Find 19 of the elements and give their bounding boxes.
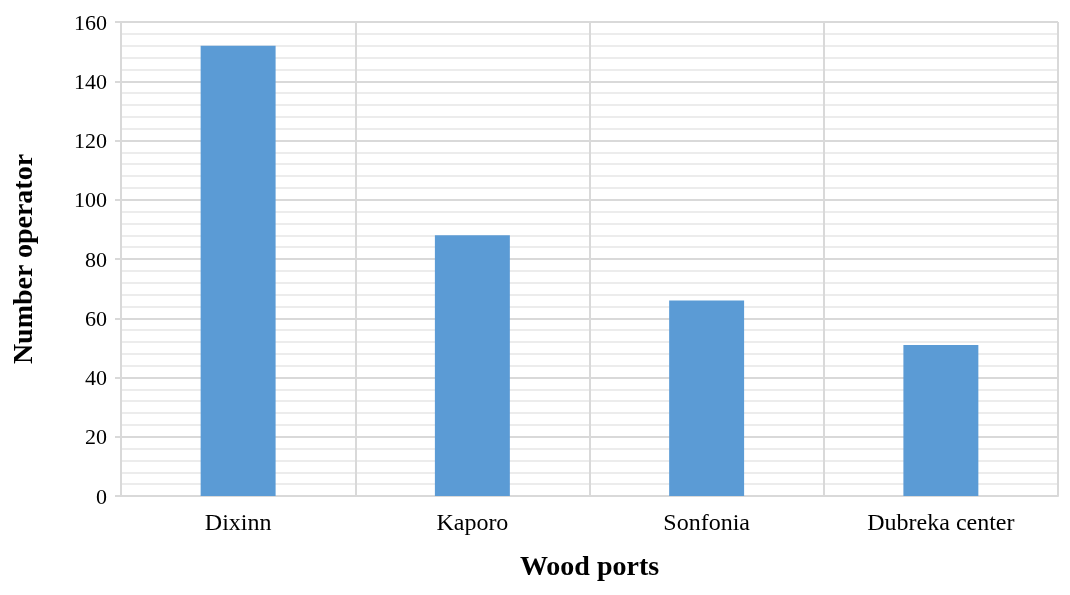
y-tick-label: 40 xyxy=(85,365,107,390)
y-tick-label: 80 xyxy=(85,246,107,272)
bar xyxy=(200,45,276,496)
y-tick-label: 60 xyxy=(85,305,107,331)
y-tick-label: 160 xyxy=(74,9,107,35)
x-tick-label: Sonfonia xyxy=(663,509,751,535)
x-tick-label: Dubreka center xyxy=(867,509,1015,535)
x-axis-title: Wood ports xyxy=(519,549,660,581)
y-tick-label: 20 xyxy=(85,424,107,450)
x-tick-label: Dixinn xyxy=(204,509,272,535)
bar xyxy=(669,300,745,496)
y-tick-label: 100 xyxy=(74,187,107,213)
x-tick-label: Kaporo xyxy=(436,509,509,535)
y-tick-label: 140 xyxy=(74,68,107,94)
bar xyxy=(434,235,510,496)
y-tick-label: 0 xyxy=(96,483,107,509)
y-axis-title: Number operator xyxy=(6,153,38,365)
y-tick-label: 120 xyxy=(74,128,107,153)
bar xyxy=(903,344,979,496)
